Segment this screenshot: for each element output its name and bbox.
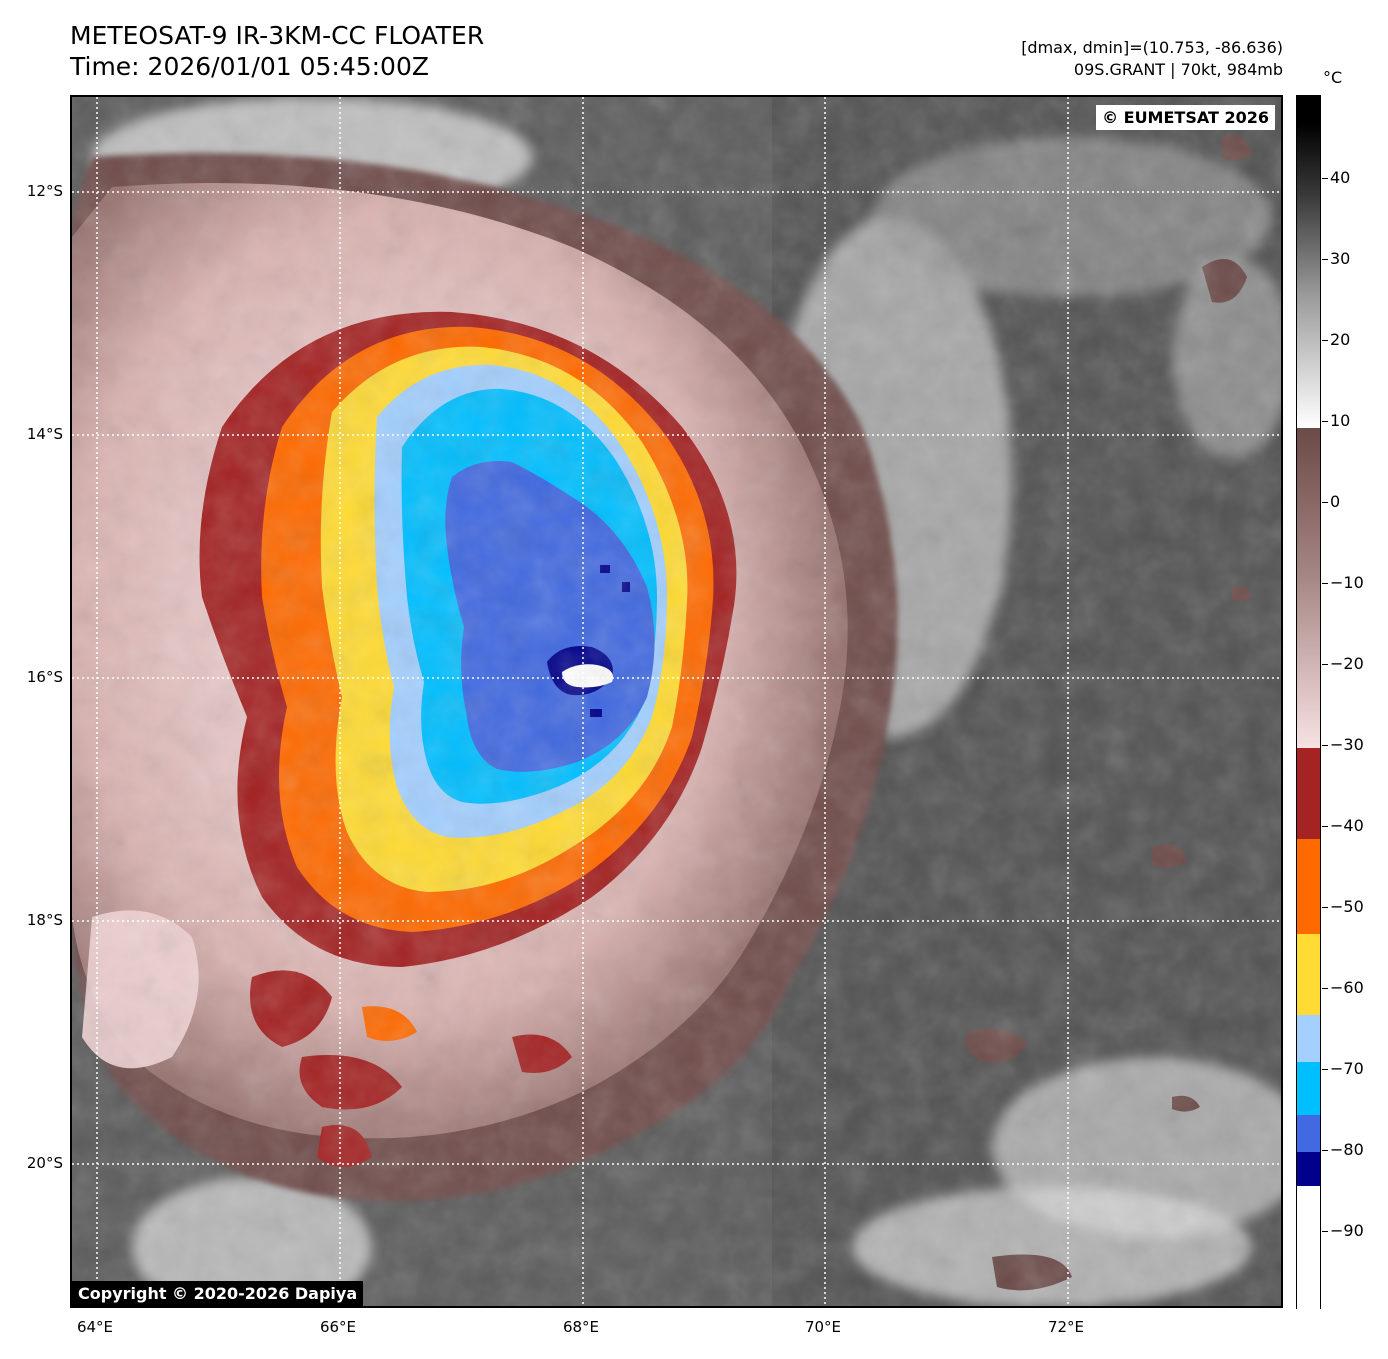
data-range: [dmax, dmin]=(10.753, -86.636) [1021, 38, 1283, 57]
colorbar-tick-label: 40 [1330, 168, 1351, 187]
colorbar-tick-label: −10 [1330, 573, 1364, 592]
copyright-badge: Copyright © 2020-2026 Dapiya [72, 1281, 364, 1306]
cbar-white [1297, 1186, 1320, 1310]
eumetsat-credit: © EUMETSAT 2026 [1096, 105, 1275, 130]
cbar-dark-red [1297, 748, 1320, 839]
colorbar-tick-label: −40 [1330, 816, 1364, 835]
colorbar-tick-label: −20 [1330, 654, 1364, 673]
lat-label: 12°S [26, 182, 63, 200]
lon-label: 68°E [562, 1318, 600, 1336]
colorbar-tick [1322, 421, 1328, 422]
lat-label: 16°S [26, 668, 63, 686]
colorbar-tick-label: 0 [1330, 492, 1341, 511]
colorbar-tick-label: −90 [1330, 1221, 1364, 1240]
cbar-grey-gradient [1297, 96, 1320, 428]
lat-label: 20°S [26, 1154, 63, 1172]
colorbar-tick [1322, 988, 1328, 989]
timestamp: Time: 2026/01/01 05:45:00Z [70, 52, 429, 81]
colorbar-tick-label: −30 [1330, 735, 1364, 754]
chart-title: METEOSAT-9 IR-3KM-CC FLOATER [70, 21, 485, 50]
colorbar-tick-label: 20 [1330, 330, 1351, 349]
colorbar [1296, 95, 1321, 1310]
colorbar-tick [1322, 502, 1328, 503]
lon-label: 66°E [319, 1318, 357, 1336]
colorbar-tick-label: −80 [1330, 1140, 1364, 1159]
colorbar-tick [1322, 340, 1328, 341]
lon-label: 72°E [1047, 1318, 1085, 1336]
satellite-map: © EUMETSAT 2026 Copyright © 2020-2026 Da… [70, 95, 1283, 1308]
cbar-warm-gradient [1297, 428, 1320, 748]
colorbar-tick [1322, 826, 1328, 827]
lon-label: 64°E [76, 1318, 114, 1336]
cbar-royal-blue [1297, 1115, 1320, 1152]
colorbar-tick [1322, 178, 1328, 179]
cbar-deep-sky [1297, 1062, 1320, 1115]
cbar-orange [1297, 839, 1320, 934]
lat-label: 14°S [26, 425, 63, 443]
satellite-imagery [72, 97, 1281, 1306]
colorbar-tick-label: −50 [1330, 897, 1364, 916]
colorbar-tick [1322, 583, 1328, 584]
cbar-yellow [1297, 934, 1320, 1015]
colorbar-tick-label: 10 [1330, 411, 1351, 430]
colorbar-tick-label: −60 [1330, 978, 1364, 997]
storm-info: 09S.GRANT | 70kt, 984mb [1073, 60, 1283, 79]
colorbar-unit: °C [1323, 68, 1343, 87]
colorbar-tick [1322, 745, 1328, 746]
colorbar-tick-label: 30 [1330, 249, 1351, 268]
colorbar-tick [1322, 664, 1328, 665]
graticule [72, 97, 1281, 1306]
colorbar-tick [1322, 259, 1328, 260]
lon-label: 70°E [804, 1318, 842, 1336]
lat-label: 18°S [26, 911, 63, 929]
cbar-navy [1297, 1152, 1320, 1186]
colorbar-tick [1322, 907, 1328, 908]
colorbar-tick [1322, 1069, 1328, 1070]
colorbar-tick [1322, 1150, 1328, 1151]
cbar-light-blue [1297, 1015, 1320, 1062]
colorbar-tick [1322, 1231, 1328, 1232]
colorbar-tick-label: −70 [1330, 1059, 1364, 1078]
